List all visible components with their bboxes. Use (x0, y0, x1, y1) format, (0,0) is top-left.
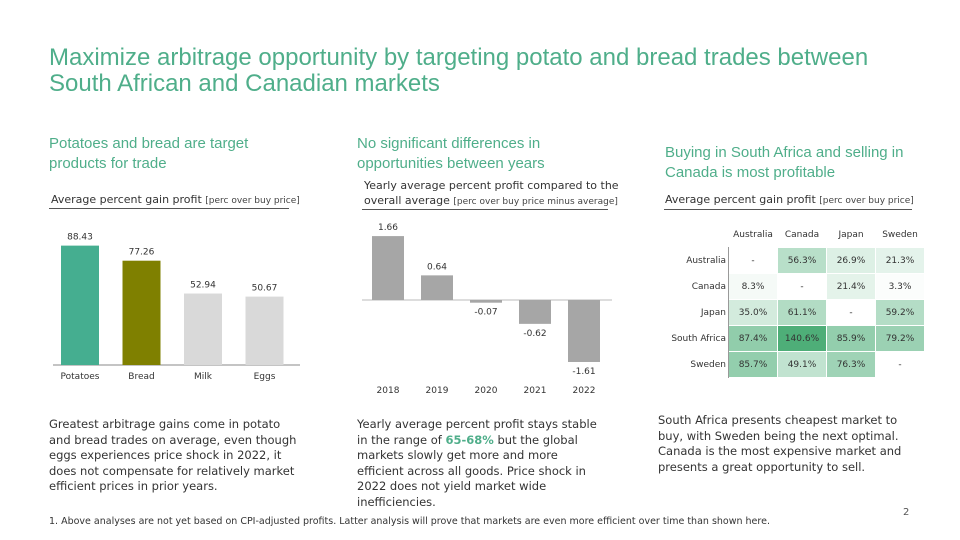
heatmap-cell: 140.6% (777, 325, 827, 352)
heatmap-corner (660, 222, 729, 248)
col2-chart-label-text: overall average (364, 194, 450, 207)
heatmap-column-header: Sweden (882, 229, 918, 240)
col1-chart-label-text: Average percent gain profit (51, 193, 202, 206)
x-tick-label: 2018 (377, 386, 400, 396)
heatmap-cell: 79.2% (875, 325, 925, 352)
heatmap-row-header: Sweden (660, 351, 729, 378)
bar-2019 (421, 275, 453, 300)
col2-body-text: Yearly average percent profit stays stab… (357, 417, 605, 510)
x-tick-label: 2019 (426, 386, 449, 396)
heatmap-cell: - (777, 273, 827, 300)
heatmap-cell: 3.3% (875, 273, 925, 300)
heatmap-cell: 85.7% (728, 351, 778, 378)
bar-potatoes (61, 245, 99, 365)
col2-chart-label-line1: Yearly average percent profit compared t… (364, 179, 619, 192)
heatmap-row: South Africa 87.4% 140.6% 85.9% 79.2% (660, 325, 925, 352)
x-tick-label: Eggs (254, 372, 276, 382)
data-label: 50.67 (252, 284, 278, 294)
heatmap-cell: 59.2% (875, 299, 925, 326)
data-label: 52.94 (190, 281, 216, 291)
heatmap-cell: 87.4% (728, 325, 778, 352)
bar-2022 (568, 300, 600, 362)
heatmap-column-header: Canada (784, 229, 820, 240)
data-label: 88.43 (67, 233, 93, 243)
heatmap-cell: 56.3% (777, 247, 827, 274)
col1-chart-unit: [perc over buy price] (205, 196, 300, 206)
heatmap-cell: 85.9% (826, 325, 876, 352)
col3-chart-unit: [perc over buy price] (819, 196, 914, 206)
data-label: -0.07 (474, 308, 497, 318)
heatmap-row-header: Australia (660, 247, 729, 274)
col2-body-part1: Yearly average percent profit stays stab… (357, 417, 597, 447)
bar-bread (122, 260, 161, 365)
heatmap-cell: 61.1% (777, 299, 827, 326)
heatmap-column-header: Australia (733, 229, 773, 240)
heatmap-cell: 21.4% (826, 273, 876, 300)
data-label: 77.26 (129, 248, 155, 258)
heatmap-header-row: Australia Canada Japan Sweden (660, 222, 925, 248)
x-tick-label: Potatoes (61, 372, 100, 382)
heatmap-row: Japan 35.0% 61.1% -59.2% (660, 299, 925, 326)
product-profit-bar-chart: 88.43 Potatoes 77.26 Bread 52.94 Milk 50.67 Egg… (53, 233, 300, 382)
heatmap-cell: - (875, 351, 925, 378)
bar-2020 (470, 300, 502, 303)
heatmap-column-header: Japan (838, 229, 864, 240)
heatmap-cell: 35.0% (728, 299, 778, 326)
data-label: 1.66 (378, 223, 398, 233)
heatmap-cell: - (728, 247, 778, 274)
bar-2018 (372, 236, 404, 300)
col2-chart-label-line2: overall average [perc over buy price min… (364, 193, 624, 210)
col3-heading: Buying in South Africa and selling in Ca… (665, 144, 904, 181)
footnote: 1. Above analyses are not yet based on C… (49, 516, 770, 527)
bar-2021 (519, 300, 551, 324)
heatmap-row: Australia -56.3% 26.9% 21.3% (660, 247, 925, 274)
col2-body-part2: but the global markets slowly get more a… (357, 432, 586, 509)
col1-body-text: Greatest arbitrage gains come in potato … (49, 417, 297, 493)
col1-chart-label: Average percent gain profit [perc over b… (51, 192, 300, 209)
x-tick-label: Milk (194, 372, 213, 382)
heatmap-cell: 8.3% (728, 273, 778, 300)
heatmap-row: Canada 8.3% -21.4% 3.3% (660, 273, 925, 300)
heatmap-row-header: Canada (660, 273, 729, 300)
page-number: 2 (903, 507, 910, 518)
col2-chart-unit: [perc over buy price minus average] (453, 197, 618, 207)
col3-label-underline (664, 209, 912, 210)
heatmap-cell: 26.9% (826, 247, 876, 274)
x-tick-label: 2020 (475, 386, 498, 396)
heatmap-row: Sweden 85.7% 49.1% 76.3% - (660, 351, 925, 378)
data-label: -1.61 (572, 367, 595, 377)
x-tick-label: 2021 (524, 386, 547, 396)
heatmap-row-header: South Africa (660, 325, 729, 352)
page-title: Maximize arbitrage opportunity by target… (49, 44, 869, 97)
market-profit-heatmap: Australia Canada Japan Sweden Australia -56.3… (660, 222, 925, 378)
data-label: 0.64 (427, 262, 447, 272)
data-label: -0.62 (523, 329, 546, 339)
heatmap-row-header: Japan (660, 299, 729, 326)
col3-chart-label: Average percent gain profit [perc over b… (665, 192, 914, 209)
yearly-profit-bar-chart: 1.66 2018 0.64 2019 -0.07 2020 -0.62 2021 -1.61 2… (362, 223, 612, 396)
col2-heading: No significant differences in opportunit… (357, 135, 545, 172)
heatmap-cell: - (826, 299, 876, 326)
heatmap-cell: 76.3% (826, 351, 876, 378)
col2-body-highlight: 65-68% (445, 432, 494, 447)
col2-label-underline (362, 209, 608, 210)
heatmap-cell: 49.1% (777, 351, 827, 378)
bar-eggs (245, 296, 284, 365)
bar-milk (184, 293, 222, 365)
x-tick-label: Bread (128, 372, 154, 382)
col1-label-underline (49, 208, 289, 209)
col3-chart-label-text: Average percent gain profit (665, 193, 816, 206)
col3-body-text: South Africa presents cheapest market to… (658, 413, 902, 474)
col2-chart-label: Yearly average percent profit compared t… (364, 178, 624, 210)
x-tick-label: 2022 (573, 386, 596, 396)
heatmap-cell: 21.3% (875, 247, 925, 274)
col1-heading: Potatoes and bread are target products f… (49, 135, 249, 172)
